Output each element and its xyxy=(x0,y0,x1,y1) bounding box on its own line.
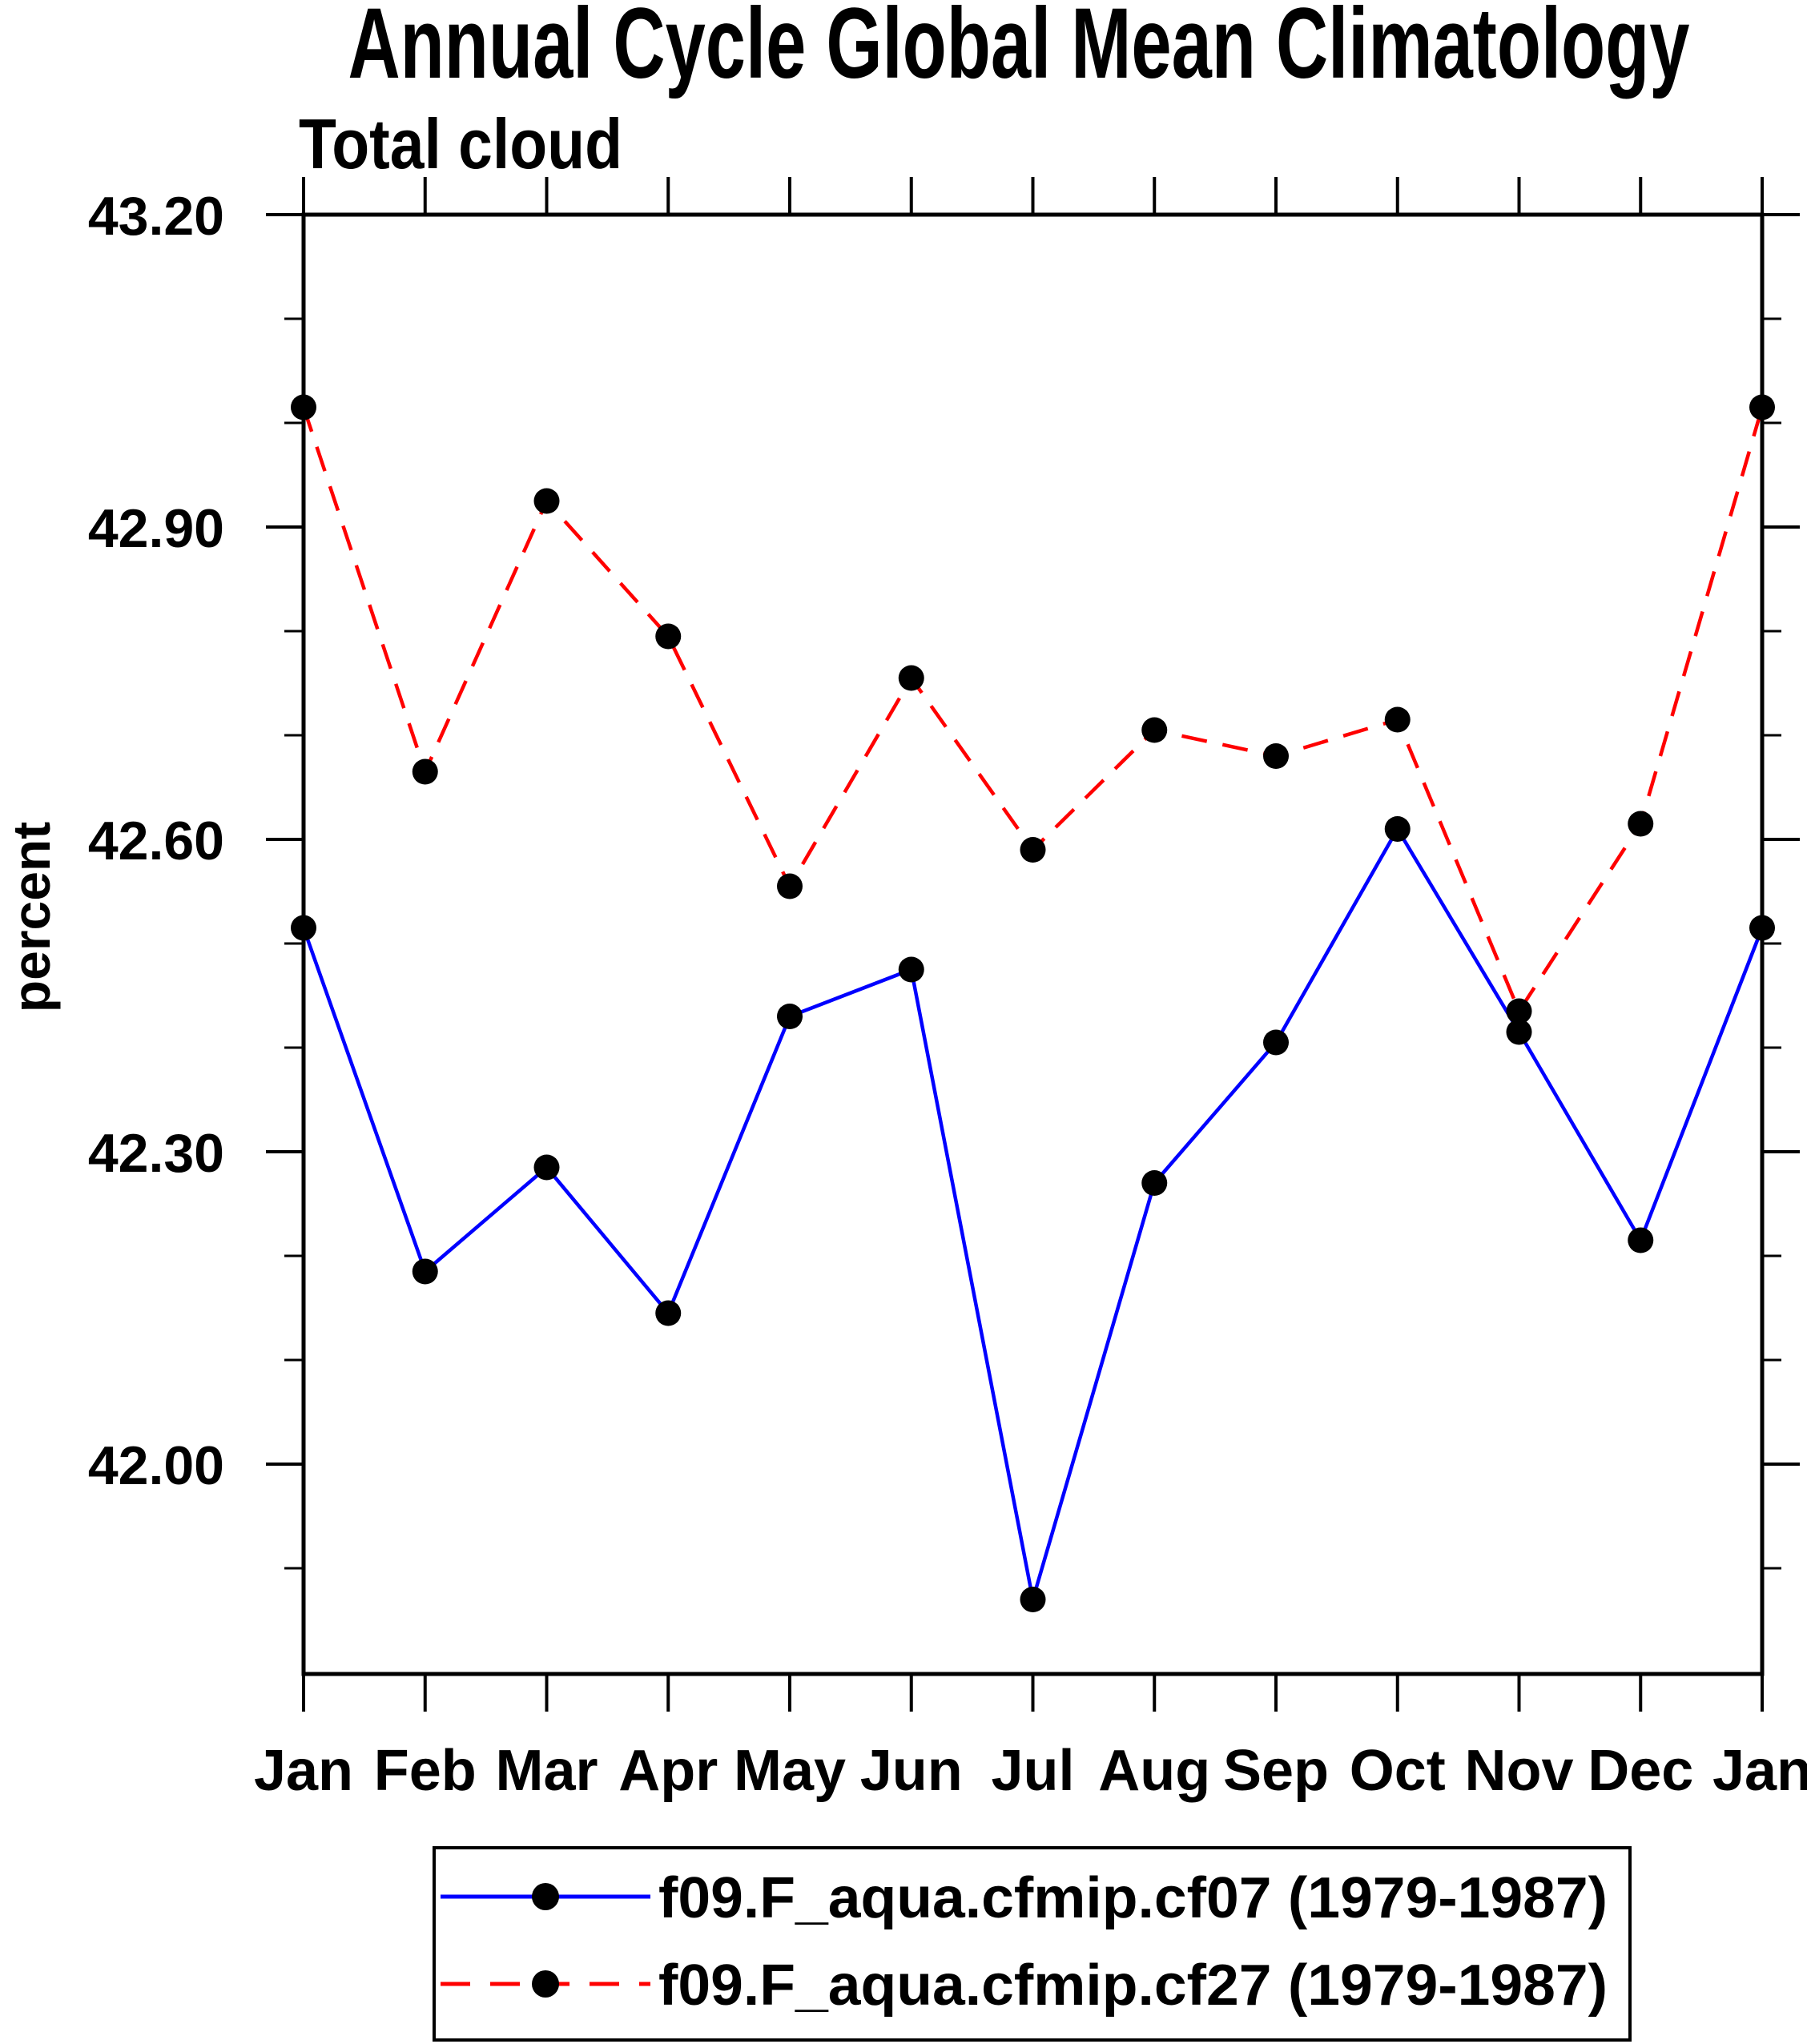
x-tick-label: Mar xyxy=(495,1739,598,1803)
legend-label-cf07: f09.F_aqua.cfmip.cf07 (1979-1987) xyxy=(658,1866,1608,1930)
data-point-marker xyxy=(1506,998,1532,1024)
data-point-marker xyxy=(533,1154,560,1181)
data-point-marker xyxy=(898,665,924,691)
chart-subtitle: Total cloud xyxy=(299,104,622,183)
legend-label-cf27: f09.F_aqua.cfmip.cf27 (1979-1987) xyxy=(658,1953,1608,2018)
plot-area xyxy=(266,177,1800,1712)
data-point-marker xyxy=(1141,1170,1168,1196)
data-point-marker xyxy=(1749,915,1775,941)
axis-ticks xyxy=(266,177,1800,1712)
data-point-marker xyxy=(1384,816,1411,842)
data-point-marker xyxy=(777,873,803,899)
data-point-marker xyxy=(291,394,316,420)
legend-box xyxy=(433,1846,1632,2042)
data-point-marker xyxy=(1263,1029,1289,1056)
legend-marker-icon xyxy=(532,1883,559,1910)
data-point-marker xyxy=(898,956,924,983)
series-cf27 xyxy=(291,394,1775,1024)
series-line-solid xyxy=(301,825,1765,1600)
x-tick-label: Dec xyxy=(1588,1739,1693,1803)
y-tick-label: 42.00 xyxy=(88,1435,224,1496)
y-tick-label: 42.90 xyxy=(88,498,224,559)
x-tick-label: Jun xyxy=(860,1739,963,1803)
data-point-marker xyxy=(1020,1587,1046,1612)
x-tick-label: Jan xyxy=(254,1739,353,1803)
y-axis-title: percent xyxy=(2,822,61,1012)
y-tick-label: 43.20 xyxy=(88,186,224,247)
series-cf07 xyxy=(291,816,1775,1612)
x-tick-label: May xyxy=(734,1739,846,1803)
data-point-marker xyxy=(1263,743,1289,769)
x-tick-label: Feb xyxy=(374,1739,477,1803)
y-axis-tick-labels: 43.20 42.90 42.60 42.30 42.00 xyxy=(88,186,224,1496)
data-point-marker xyxy=(291,915,316,941)
x-tick-label: Oct xyxy=(1350,1739,1446,1803)
x-axis-tick-labels: Jan Feb Mar Apr May Jun Jul Aug Sep Oct … xyxy=(254,1739,1807,1803)
data-point-marker xyxy=(533,488,560,514)
data-point-marker xyxy=(1384,706,1411,733)
x-tick-label: Apr xyxy=(618,1739,718,1803)
x-tick-label: Jan xyxy=(1712,1739,1807,1803)
legend-entry-cf27: f09.F_aqua.cfmip.cf27 (1979-1987) xyxy=(441,1953,1608,2018)
legend-marker-icon xyxy=(532,1970,559,1998)
data-point-marker xyxy=(412,1258,438,1285)
legend: f09.F_aqua.cfmip.cf07 (1979-1987) f09.F_… xyxy=(433,1846,1632,2042)
x-tick-label: Jul xyxy=(991,1739,1074,1803)
data-point-marker xyxy=(1020,837,1046,863)
data-point-marker xyxy=(1628,1227,1654,1253)
data-point-marker xyxy=(1628,811,1654,837)
y-tick-label: 42.30 xyxy=(88,1123,224,1184)
x-tick-label: Aug xyxy=(1098,1739,1210,1803)
data-point-marker xyxy=(655,623,682,650)
y-tick-label: 42.60 xyxy=(88,811,224,871)
legend-entry-cf07: f09.F_aqua.cfmip.cf07 (1979-1987) xyxy=(441,1866,1608,1930)
data-point-marker xyxy=(1506,1019,1532,1045)
x-tick-label: Sep xyxy=(1223,1739,1329,1803)
x-tick-label: Nov xyxy=(1464,1739,1573,1803)
series-line-dashed xyxy=(301,406,1765,1016)
data-point-marker xyxy=(1141,717,1168,743)
data-point-marker xyxy=(412,758,438,785)
plot-frame xyxy=(301,212,1765,1676)
data-point-marker xyxy=(1749,394,1775,420)
data-point-marker xyxy=(777,1004,803,1029)
data-point-marker xyxy=(655,1300,682,1326)
chart-title: Annual Cycle Global Mean Climatology xyxy=(348,0,1690,99)
